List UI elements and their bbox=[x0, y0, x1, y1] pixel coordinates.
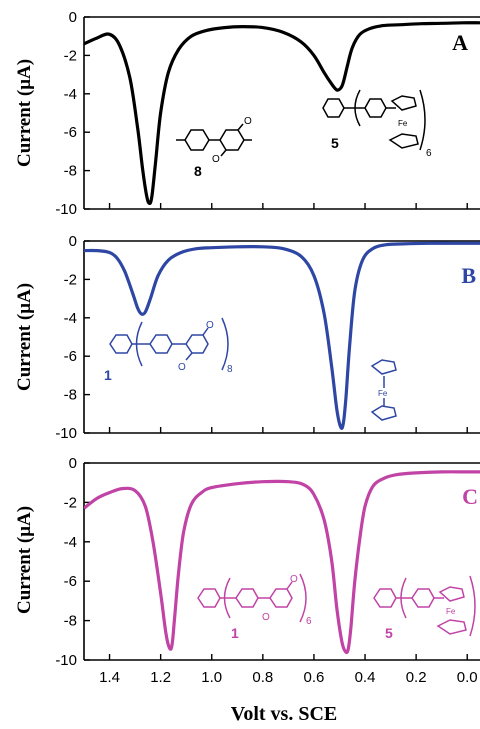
methoxy-o-top-b: O bbox=[206, 320, 214, 331]
panel-a: 0 -2 -4 -6 -8 -10 Current (μA) A O O 8 bbox=[14, 9, 480, 218]
x-tick-label: 0.6 bbox=[304, 669, 325, 686]
cv-curve-c bbox=[84, 470, 480, 655]
x-tick-label: 1.0 bbox=[201, 669, 222, 686]
methoxy-o-bottom-b: O bbox=[178, 362, 186, 373]
methoxy-o-top-c: O bbox=[290, 574, 298, 585]
y-tick-label: 0 bbox=[69, 233, 77, 250]
y-tick-label: -6 bbox=[64, 573, 77, 590]
panel-label-c: C bbox=[462, 484, 478, 509]
y-tick-label: -10 bbox=[55, 201, 77, 218]
panel-b: 0 -2 -4 -6 -8 -10 Current (μA) B O O 8 1 Fe bbox=[14, 233, 480, 442]
x-ticks-c: 1.4 1.2 1.0 0.8 0.6 0.4 0.2 0.0 bbox=[99, 654, 478, 686]
y-tick-label: 0 bbox=[69, 455, 77, 472]
x-tick-label: 0.2 bbox=[406, 669, 427, 686]
ferrocene-structure-b bbox=[370, 359, 397, 421]
compound-5-structure bbox=[322, 89, 426, 151]
x-tick-label: 1.4 bbox=[99, 669, 120, 686]
compound-1-label-c: 1 bbox=[231, 625, 239, 641]
y-tick-label: -8 bbox=[64, 387, 77, 404]
fe-label-c: Fe bbox=[446, 607, 456, 616]
y-axis-label-a: Current (μA) bbox=[14, 59, 35, 167]
cv-curve-a bbox=[84, 21, 480, 205]
x-tick-label: 1.2 bbox=[150, 669, 171, 686]
panel-c: 0 -2 -4 -6 -8 -10 1.4 1.2 1.0 0.8 0.6 0.4 0.2 0.0 Cu… bbox=[14, 455, 480, 686]
y-tick-label: -6 bbox=[64, 124, 77, 141]
subscript-6-a: 6 bbox=[426, 148, 432, 159]
compound-5-label-a: 5 bbox=[331, 135, 339, 151]
x-tick-label: 0.0 bbox=[457, 669, 478, 686]
x-tick-label: 0.4 bbox=[355, 669, 376, 686]
y-tick-label: -2 bbox=[64, 271, 77, 288]
y-tick-label: -8 bbox=[64, 163, 77, 180]
y-tick-label: -2 bbox=[64, 47, 77, 64]
y-ticks-c: 0 -2 -4 -6 -8 -10 bbox=[55, 455, 90, 669]
compound-1-structure-c bbox=[197, 573, 307, 623]
compound-8-structure bbox=[176, 123, 252, 157]
x-ticks-b bbox=[108, 427, 468, 433]
fe-label-b: Fe bbox=[378, 389, 388, 398]
compound-1-label-b: 1 bbox=[104, 367, 112, 383]
panel-label-a: A bbox=[452, 30, 468, 55]
x-ticks-a bbox=[108, 203, 468, 209]
y-tick-label: -4 bbox=[64, 310, 77, 327]
methoxy-o-bottom-a: O bbox=[212, 154, 220, 165]
cv-curve-b bbox=[84, 241, 480, 430]
y-tick-label: -10 bbox=[55, 652, 77, 669]
y-tick-label: -10 bbox=[55, 425, 77, 442]
compound-5-structure-c bbox=[373, 575, 476, 637]
subscript-8-b: 8 bbox=[227, 364, 233, 375]
subscript-6-c: 6 bbox=[306, 616, 312, 627]
y-tick-label: -4 bbox=[64, 86, 77, 103]
y-tick-label: -4 bbox=[64, 534, 77, 551]
y-ticks-b: 0 -2 -4 -6 -8 -10 bbox=[55, 233, 90, 442]
x-axis-label: Volt vs. SCE bbox=[231, 703, 338, 725]
y-ticks-a: 0 -2 -4 -6 -8 -10 bbox=[55, 9, 90, 218]
fe-label-a: Fe bbox=[398, 119, 408, 128]
y-tick-label: -6 bbox=[64, 348, 77, 365]
y-tick-label: -8 bbox=[64, 613, 77, 630]
methoxy-o-bottom-c: O bbox=[262, 612, 270, 623]
compound-8-label: 8 bbox=[194, 163, 202, 179]
compound-5-label-c: 5 bbox=[385, 625, 393, 641]
y-axis-label-c: Current (μA) bbox=[14, 506, 35, 614]
y-tick-label: 0 bbox=[69, 9, 77, 26]
methoxy-o-top-a: O bbox=[244, 116, 252, 127]
compound-1-structure-b bbox=[109, 317, 229, 371]
y-tick-label: -2 bbox=[64, 494, 77, 511]
x-tick-label: 0.8 bbox=[252, 669, 273, 686]
panel-label-b: B bbox=[461, 263, 476, 288]
y-axis-label-b: Current (μA) bbox=[14, 283, 35, 391]
